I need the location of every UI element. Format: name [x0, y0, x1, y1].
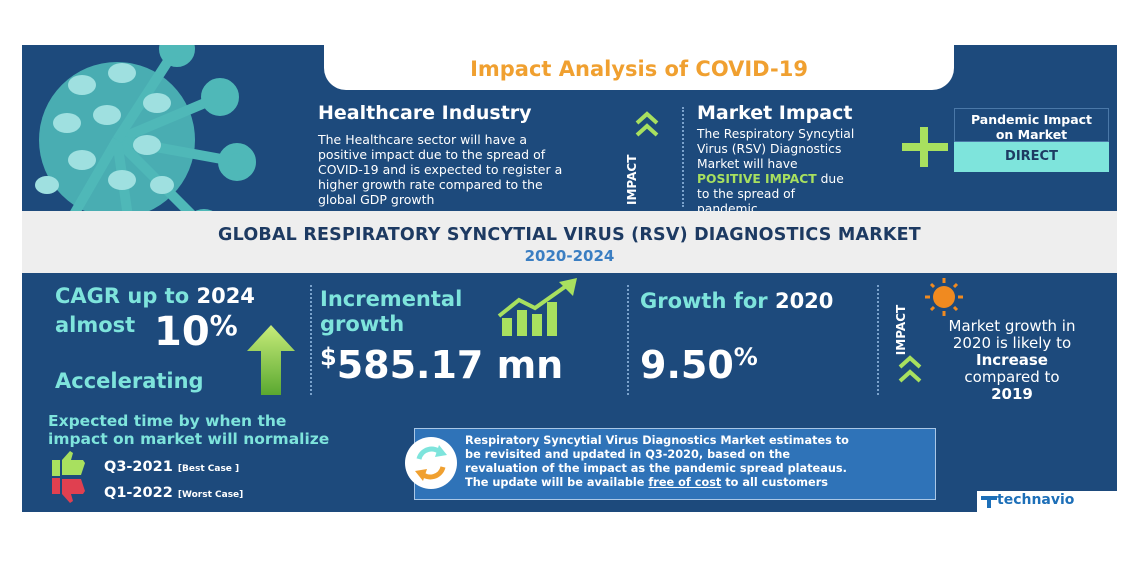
worst-case: Q1-2022 [Worst Case] — [104, 485, 244, 501]
divider — [877, 285, 879, 395]
divider — [310, 285, 312, 395]
divider — [682, 107, 684, 207]
cagr-almost: almost — [55, 313, 136, 337]
arrow-up-icon — [247, 325, 295, 395]
incremental-label: Incremental growth — [320, 287, 463, 336]
chevrons-up-icon — [635, 111, 659, 137]
divider — [627, 285, 629, 395]
chevrons-up-icon — [898, 355, 922, 383]
notice-text: Respiratory Syncytial Virus Diagnostics … — [465, 434, 849, 489]
sun-icon — [925, 278, 963, 316]
market-years: 2020-2024 — [524, 247, 615, 265]
incremental-value: $585.17 mn — [320, 343, 564, 387]
market-title: GLOBAL RESPIRATORY SYNCYTIAL VIRUS (RSV)… — [218, 225, 921, 245]
growth-chart-icon — [497, 278, 577, 336]
plus-icon — [902, 127, 948, 167]
cagr-value: 10% — [154, 309, 238, 355]
title-banner: Impact Analysis of COVID-19 — [324, 45, 954, 90]
refresh-icon — [405, 437, 457, 489]
cagr-trend: Accelerating — [55, 369, 204, 393]
market-impact-description: The Respiratory Syncytial Virus (RSV) Di… — [697, 127, 855, 216]
pandemic-impact-value: DIRECT — [954, 142, 1109, 172]
market-title-band: GLOBAL RESPIRATORY SYNCYTIAL VIRUS (RSV)… — [22, 211, 1117, 273]
update-notice: Respiratory Syncytial Virus Diagnostics … — [405, 428, 936, 500]
page-title: Impact Analysis of COVID-19 — [470, 57, 808, 81]
healthcare-heading: Healthcare Industry — [318, 102, 532, 124]
healthcare-description: The Healthcare sector will have a positi… — [318, 132, 563, 207]
growth-2020-value: 9.50% — [640, 343, 758, 387]
growth-note: Market growth in 2020 is likely to Incre… — [948, 317, 1076, 403]
market-impact-heading: Market Impact — [697, 102, 853, 124]
free-of-cost-link[interactable]: free of cost — [648, 476, 722, 489]
pandemic-impact-box: Pandemic Impact on Market DIRECT — [954, 108, 1109, 174]
brand-logo: technavio — [977, 491, 1117, 512]
cagr-label: CAGR up to 2024 — [55, 284, 255, 308]
thumbs-down-icon — [52, 478, 85, 503]
infographic-panel: Impact Analysis of COVID-19 Healthcare I… — [22, 45, 1117, 512]
normalize-heading: Expected time by when the impact on mark… — [48, 412, 330, 448]
growth-2020-label: Growth for 2020 — [640, 289, 834, 313]
impact-label-vertical: IMPACT — [625, 154, 639, 205]
technavio-logo-icon — [981, 496, 997, 508]
thumbs-up-icon — [52, 451, 85, 476]
best-case: Q3-2021 [Best Case ] — [104, 459, 240, 475]
